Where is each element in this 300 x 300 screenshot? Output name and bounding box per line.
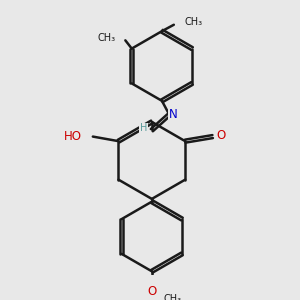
Text: CH₃: CH₃ xyxy=(97,33,115,43)
Text: O: O xyxy=(216,129,226,142)
Text: H: H xyxy=(140,123,147,133)
Text: HO: HO xyxy=(64,130,82,143)
Text: O: O xyxy=(147,285,157,298)
Text: CH₃: CH₃ xyxy=(185,17,203,27)
Text: N: N xyxy=(169,108,177,121)
Text: CH₃: CH₃ xyxy=(164,294,182,300)
